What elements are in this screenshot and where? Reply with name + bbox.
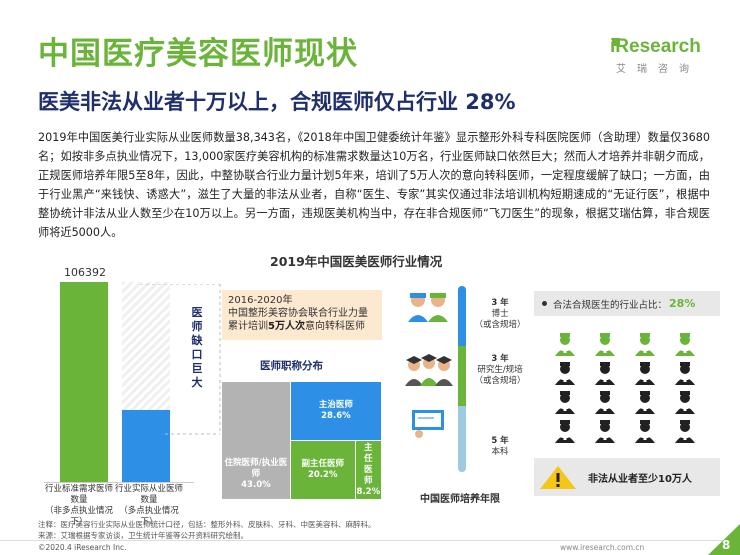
doctor-person-icon xyxy=(595,420,615,443)
doctor-person-icon xyxy=(595,362,615,385)
bar-actual xyxy=(122,409,170,482)
warning-icon xyxy=(540,466,576,489)
timeline-seg-bachelor xyxy=(458,406,466,472)
callout-line2: 中国整形美容协会联合行业力量 xyxy=(228,308,368,319)
edu-bachelor: 5 年 本科 xyxy=(470,436,530,458)
doctor-person-icon xyxy=(555,391,575,414)
doctor-person-icon xyxy=(555,362,575,385)
treemap-value: 8.2% xyxy=(356,486,381,497)
treemap-cell-associate-chief: 副主任医师 20.2% xyxy=(290,441,355,499)
doctor-person-icon xyxy=(675,362,695,385)
gap-label: 医师缺口巨大 xyxy=(191,306,203,389)
education-section: 3 年 博士 （或含规培） 3 年 研究生/规培 （或含规培） 5 年 本科 中… xyxy=(400,280,530,510)
edu-phd-years: 3 年 xyxy=(491,298,509,308)
chart-title: 2019年中国医美医师行业情况 xyxy=(270,254,443,269)
doctors-icon xyxy=(408,293,448,322)
callout-line3a: 累计培训 xyxy=(228,321,268,332)
treemap-value: 28.6% xyxy=(321,411,351,422)
edu-master: 3 年 研究生/规培 （或含规培） xyxy=(470,354,530,387)
edu-bachelor-years: 5 年 xyxy=(491,436,509,446)
treemap-label: 主任医师 xyxy=(364,442,373,486)
page-subtitle: 医美非法从业者十万以上，合规医师仅占行业 28% xyxy=(38,90,516,114)
edu-master-years: 3 年 xyxy=(491,354,509,364)
ratio-label: 合法合规医生的行业占比： xyxy=(553,299,668,311)
bar-demand xyxy=(60,282,108,482)
classroom-icon xyxy=(412,410,444,438)
doctor-person-icon xyxy=(595,391,615,414)
category-label-actual: 行业实际从业医师数量 xyxy=(114,484,183,505)
treemap-value: 43.0% xyxy=(241,480,271,490)
doctor-person-icon xyxy=(555,333,575,356)
ratio-value: 28% xyxy=(669,297,696,310)
doctor-person-icon xyxy=(635,362,655,385)
iresearch-logo: iResearch 艾瑞咨询 xyxy=(610,36,710,75)
timeline-seg-phd xyxy=(458,286,466,346)
edu-bachelor-degree: 本科 xyxy=(491,447,509,457)
page-title: 中国医疗美容医师现状 xyxy=(38,36,358,72)
page-corner-shape xyxy=(708,524,740,555)
footer-note: 注释：医疗美容行业实际从业医师统计口径，包括：整形外科、皮肤科、牙科、中医美容科… xyxy=(38,520,376,529)
treemap-label: 住院医师/执业医师 xyxy=(224,458,288,479)
treemap-label: 副主任医师 xyxy=(301,459,344,470)
doctor-person-icon xyxy=(635,420,655,443)
training-callout: 2016-2020年 中国整形美容协会联合行业力量 累计培训5万人次意向转科医师 xyxy=(222,290,382,340)
bar-category-actual: 行业实际从业医师数量 （多点执业情况下） xyxy=(114,484,184,528)
footer-url: www.iresearch.com.cn xyxy=(560,543,645,552)
graduates-icon xyxy=(405,354,453,386)
logo-cn: 艾瑞咨询 xyxy=(616,64,700,75)
edu-master-note: （或含规培） xyxy=(474,376,526,386)
category-note-actual: （多点执业情况下） xyxy=(119,506,179,527)
doctor-people-grid xyxy=(548,332,708,448)
doctor-person-icon xyxy=(635,391,655,414)
callout-highlight: 5万人次 xyxy=(268,321,305,332)
title-distribution-treemap: 住院医师/执业医师 43.0% 主治医师 28.6% 副主任医师 20.2% 主任医师 8.2… xyxy=(222,382,382,500)
logo-mark-icon xyxy=(612,38,620,46)
treemap-cell-chief: 主任医师 8.2% xyxy=(355,441,381,499)
bar-chart: 106392 38343 行业标准需求医师数量 （非多点执业情况下） 行业实际从… xyxy=(44,262,204,527)
bar-category-demand: 行业标准需求医师数量 （非多点执业情况下） xyxy=(44,484,114,528)
edu-phd: 3 年 博士 （或含规培） xyxy=(470,298,530,331)
treemap-label: 主治医师 xyxy=(318,400,353,411)
doctor-person-icon xyxy=(595,333,615,356)
doctor-person-icon xyxy=(635,333,655,356)
callout-line3: 累计培训5万人次意向转科医师 xyxy=(228,320,376,333)
doctor-person-icon xyxy=(675,333,695,356)
category-note-demand: （非多点执业情况下） xyxy=(44,506,113,527)
bar-baseline xyxy=(44,482,194,483)
doctor-person-icon xyxy=(675,420,695,443)
footer-source: 来源：艾瑞根据专家访谈，卫生统计年鉴等公开资料研究绘制。 xyxy=(38,531,248,540)
footer-copyright: ©2020.4 iResearch Inc. xyxy=(38,543,127,552)
compliance-ratio-box: 合法合规医生的行业占比： 28% xyxy=(534,291,720,316)
timeline-seg-master xyxy=(458,346,466,406)
bullet-icon xyxy=(542,301,547,306)
callout-line1: 2016-2020年 xyxy=(228,295,293,306)
page-number: 8 xyxy=(722,538,731,552)
doctor-person-icon xyxy=(675,391,695,414)
edu-phd-degree: 博士 xyxy=(491,309,509,319)
treemap-value: 20.2% xyxy=(307,470,338,481)
doctor-person-icon xyxy=(555,420,575,443)
bar-actual-ghost xyxy=(122,282,170,410)
edu-master-degree: 研究生/规培 xyxy=(477,365,523,375)
logo-name: iResearch xyxy=(610,36,701,57)
treemap-cell-resident: 住院医师/执业医师 43.0% xyxy=(222,382,290,499)
warn-label: 非法从业者至少10万人 xyxy=(588,473,692,485)
illegal-practitioners-box: 非法从业者至少10万人 xyxy=(534,458,720,496)
body-paragraph: 2019年中国医美行业实际从业医师数量38,343名，《2018年中国卫健委统计… xyxy=(38,131,710,239)
edu-phd-note: （或含规培） xyxy=(474,320,526,330)
edu-title: 中国医师培养年限 xyxy=(420,494,500,505)
category-label-demand: 行业标准需求医师数量 xyxy=(44,484,113,505)
connector-lines xyxy=(140,284,221,435)
footer-divider xyxy=(0,540,740,541)
callout-line3c: 意向转科医师 xyxy=(304,321,365,332)
bar-value-label-demand: 106392 xyxy=(64,266,106,279)
distribution-title: 医师职称分布 xyxy=(260,360,323,372)
treemap-cell-attending: 主治医师 28.6% xyxy=(290,382,381,441)
